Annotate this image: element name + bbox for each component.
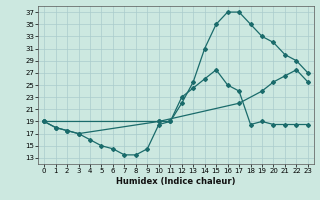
X-axis label: Humidex (Indice chaleur): Humidex (Indice chaleur) — [116, 177, 236, 186]
